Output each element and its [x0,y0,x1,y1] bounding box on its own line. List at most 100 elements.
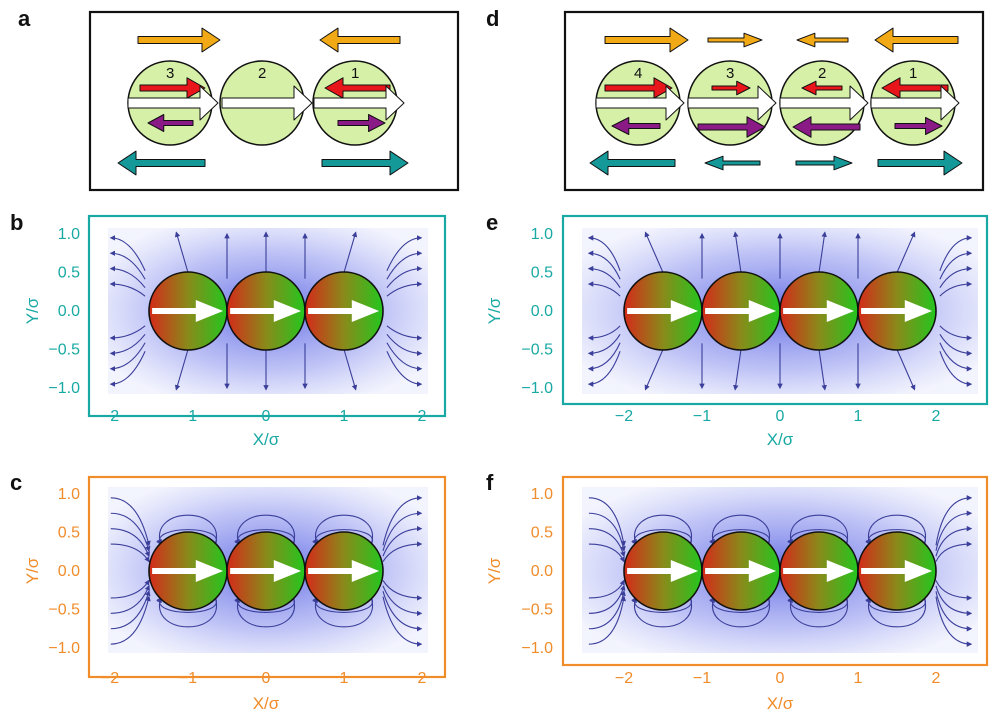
streamline [587,235,621,271]
purple-arrow [147,114,194,132]
streamline [787,597,849,613]
x-tick-label: 1 [854,408,863,425]
streamline [382,510,423,551]
y-tick-label: 1.0 [531,486,553,503]
teal-arrow [704,155,761,171]
purple-arrow [337,114,386,132]
orange-arrow [319,27,401,53]
y-tick-label: 0.0 [58,303,80,320]
streamline [110,543,150,563]
streamline [588,584,626,614]
streamline [109,351,146,387]
streamline [588,543,625,563]
purple-arrow [792,116,861,138]
streamline [935,580,973,601]
streamline [939,351,973,387]
teal-arrow [795,155,853,171]
x-tick-label: 0 [262,670,271,687]
x-tick-label: 0 [776,670,785,687]
spheres-f [623,531,937,611]
streamline [733,231,742,273]
streamline [733,349,742,391]
streamline [312,514,374,546]
streamline [935,591,973,632]
streamline [110,579,150,599]
y-tick-label: 0.5 [531,525,553,542]
x-tick-label: 0 [262,408,271,425]
white-arrow [779,85,869,121]
x-tick-label: 2 [932,670,941,687]
y-axis-label: Y/σ [485,557,504,584]
sphere-direction-arrow [308,300,380,322]
streamline [386,235,423,271]
streamline [935,495,973,546]
x-axis-label: X/σ [253,430,280,449]
teal-arrow [117,150,206,176]
sphere-direction-arrow [861,560,933,582]
sphere-direction-arrow [783,300,855,322]
streamline [109,250,146,280]
panel-e: e 1.0 0.5 0.0 −0.5 −1.0 −2 −1 0 1 2 X/σ Y/σ [485,210,989,449]
orange-arrow [796,32,849,48]
axes-e: 1.0 0.5 0.0 −0.5 −1.0 −2 −1 0 1 2 X/σ Y/σ [485,226,941,449]
streamlines-c [110,495,423,647]
streamline [787,529,849,545]
streamline [156,596,218,628]
y-tick-label: 1.0 [531,226,553,243]
streamline [939,325,973,341]
sphere-direction-arrow [230,300,302,322]
streamline [312,597,374,613]
streamline [865,596,927,628]
streamline [787,514,849,546]
y-tick-label: 0.0 [531,303,553,320]
y-tick-label: 0.0 [531,563,553,580]
streamline [935,525,973,557]
streamline [709,514,771,546]
streamline [896,349,916,391]
x-tick-label: −2 [101,408,119,425]
streamline [935,541,973,562]
streamline [587,351,621,387]
red-arrow [324,77,391,99]
sphere-direction-arrow [627,300,699,322]
streamline [865,529,927,545]
white-arrow [127,85,219,121]
x-tick-label: −1 [179,408,197,425]
y-tick-label: −0.5 [48,602,80,619]
bead-number: 2 [818,65,826,82]
streamline [110,590,151,630]
orange-arrow [604,27,689,53]
streamline [343,231,358,273]
sphere-direction-arrow [627,560,699,582]
white-arrow [313,85,405,121]
red-arrow [711,80,751,96]
sphere-direction-arrow [705,300,777,322]
sphere-direction-arrow [230,560,302,582]
streamline [382,596,423,647]
streamline [312,529,374,545]
streamline [110,528,150,558]
x-tick-label: 1 [854,670,863,687]
teal-arrow [321,150,409,176]
streamline [631,597,693,613]
y-tick-label: 0.5 [58,265,80,282]
streamline [382,541,423,562]
streamline [588,579,625,599]
orange-arrow [707,32,763,48]
bead-number: 2 [258,65,266,82]
purple-arrow [894,117,943,135]
y-tick-label: 0.5 [58,525,80,542]
streamline [312,596,374,628]
streamline [939,281,973,297]
streamline [156,597,218,613]
streamline [110,497,151,547]
streamline [865,514,927,546]
spheres-b [148,271,384,351]
white-arrow [870,85,960,121]
streamline [587,281,621,297]
streamline [386,250,423,280]
streamline [818,231,827,273]
streamline [631,529,693,545]
y-tick-label: −1.0 [521,640,553,657]
